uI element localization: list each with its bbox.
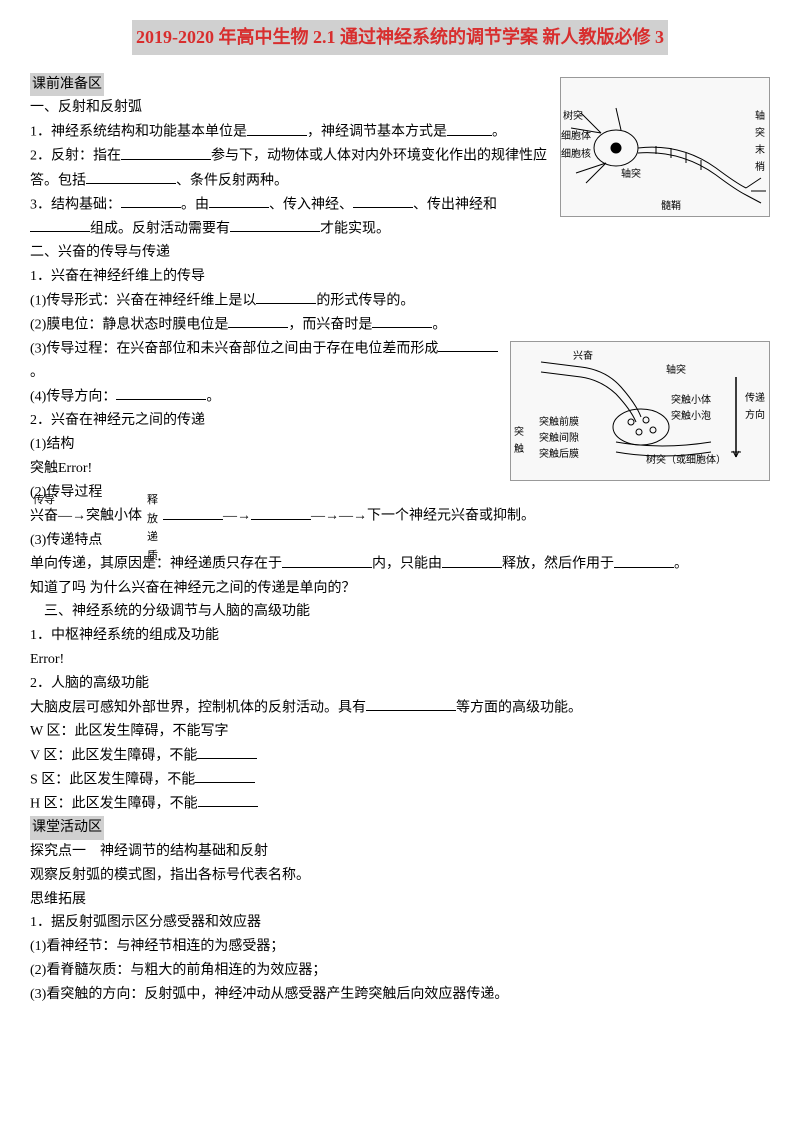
neuron-label-cellbody: 细胞体	[561, 128, 591, 145]
blank[interactable]	[121, 193, 181, 208]
neuron-label-dendrite: 树突	[563, 108, 583, 125]
observe-arc: 观察反射弧的模式图，指出各标号代表名称。	[30, 864, 770, 888]
heading-hierarchy: 三、神经系统的分级调节与人脑的高级功能	[30, 600, 770, 624]
explore-1: 探究点一 神经调节的结构基础和反射	[30, 840, 770, 864]
thinking-ext: 思维拓展	[30, 888, 770, 912]
blank[interactable]	[372, 313, 432, 328]
blank[interactable]	[228, 313, 288, 328]
blank[interactable]	[251, 504, 311, 519]
neuron-label-terminal: 轴突末梢	[753, 108, 767, 176]
blank[interactable]	[163, 504, 223, 519]
ext-1-1: (1)看神经节：与神经节相连的为感受器；	[30, 935, 770, 959]
syn-label-axon: 轴突	[666, 362, 686, 379]
blank[interactable]	[116, 385, 206, 400]
blank[interactable]	[438, 337, 498, 352]
brain-detail: 大脑皮层可感知外部世界，控制机体的反射活动。具有等方面的高级功能。	[30, 696, 770, 720]
syn-label-post: 突触后膜	[539, 446, 579, 463]
blank[interactable]	[442, 552, 502, 567]
subheading-fiber: 1．兴奋在神经纤维上的传导	[30, 265, 770, 289]
syn-label-synapse: 突触	[513, 424, 525, 458]
syn-label-direction: 传递方向	[743, 390, 767, 424]
blank[interactable]	[197, 744, 257, 759]
blank[interactable]	[198, 792, 258, 807]
syn-label-body: 突触小体	[671, 392, 711, 409]
v-zone: V 区：此区发生障碍，不能	[30, 744, 770, 768]
item-process: (2)传导过程	[30, 481, 770, 505]
syn-label-pre: 突触前膜	[539, 414, 579, 431]
blank[interactable]	[30, 217, 90, 232]
page-title: 2019-2020 年高中生物 2.1 通过神经系统的调节学案 新人教版必修 3	[132, 20, 668, 55]
process-flow: 传导兴奋—→突触小体 释放递质 —→—→—→下一个神经元兴奋或抑制。	[30, 504, 770, 528]
syn-label-cleft: 突触间隙	[539, 430, 579, 447]
w-zone: W 区：此区发生障碍，不能写字	[30, 720, 770, 744]
item-brain-func: 2．人脑的高级功能	[30, 672, 770, 696]
synapse-diagram: 兴奋 轴突 突触小体 突触小泡 突触前膜 突触间隙 突触后膜 突触 树突（或细胞…	[510, 341, 770, 481]
s-zone: S 区：此区发生障碍，不能	[30, 768, 770, 792]
blank[interactable]	[121, 144, 211, 159]
blank[interactable]	[86, 169, 176, 184]
blank[interactable]	[353, 193, 413, 208]
blank[interactable]	[447, 120, 492, 135]
item-feature: (3)传递特点	[30, 529, 770, 553]
item-cns: 1．中枢神经系统的组成及功能	[30, 624, 770, 648]
blank[interactable]	[247, 120, 307, 135]
blank[interactable]	[366, 696, 456, 711]
blank[interactable]	[282, 552, 372, 567]
neuron-diagram: 树突 细胞体 细胞核 轴突 髓鞘 轴突末梢	[560, 77, 770, 217]
neuron-label-nucleus: 细胞核	[561, 146, 591, 163]
blank[interactable]	[195, 768, 255, 783]
ext-1-3: (3)看突触的方向：反射弧中，神经冲动从感受器产生跨突触后向效应器传递。	[30, 983, 770, 1007]
ext-1-2: (2)看脊髓灰质：与粗大的前角相连的为效应器；	[30, 959, 770, 983]
syn-label-excite: 兴奋	[573, 348, 593, 365]
blank[interactable]	[230, 217, 320, 232]
blank[interactable]	[614, 552, 674, 567]
heading-conduction: 二、兴奋的传导与传递	[30, 241, 770, 265]
blank[interactable]	[209, 193, 269, 208]
feature-detail: 单向传递，其原因是：神经递质只存在于内，只能由释放，然后作用于。	[30, 552, 770, 576]
item-2-1-1: (1)传导形式：兴奋在神经纤维上是以的形式传导的。	[30, 289, 770, 313]
syn-label-dendrite: 树突（或细胞体）	[646, 452, 726, 469]
section-prep-label: 课前准备区	[30, 73, 104, 97]
error-2: Error!	[30, 648, 770, 672]
neuron-label-myelin: 髓鞘	[661, 198, 681, 215]
neuron-label-axon: 轴突	[621, 166, 641, 183]
h-zone: H 区：此区发生障碍，不能	[30, 792, 770, 816]
item-2-1-2: (2)膜电位：静息状态时膜电位是，而兴奋时是。	[30, 313, 770, 337]
section-activity-label: 课堂活动区	[30, 816, 104, 840]
question-oneway: 知道了吗 为什么兴奋在神经元之间的传递是单向的？	[30, 577, 770, 601]
ext-1: 1．据反射弧图示区分感受器和效应器	[30, 911, 770, 935]
blank[interactable]	[256, 289, 316, 304]
syn-label-vesicle: 突触小泡	[671, 408, 711, 425]
